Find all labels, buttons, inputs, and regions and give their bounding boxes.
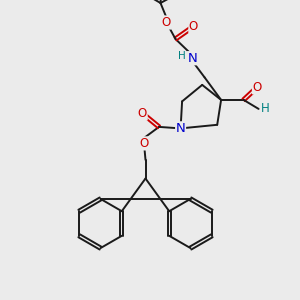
Text: O: O — [162, 16, 171, 29]
Text: O: O — [189, 20, 198, 33]
Text: N: N — [176, 122, 185, 135]
Text: N: N — [188, 52, 197, 65]
Text: O: O — [140, 137, 148, 150]
Text: H: H — [178, 51, 186, 62]
Text: O: O — [138, 107, 147, 120]
Text: O: O — [253, 81, 262, 94]
Text: H: H — [261, 102, 270, 116]
